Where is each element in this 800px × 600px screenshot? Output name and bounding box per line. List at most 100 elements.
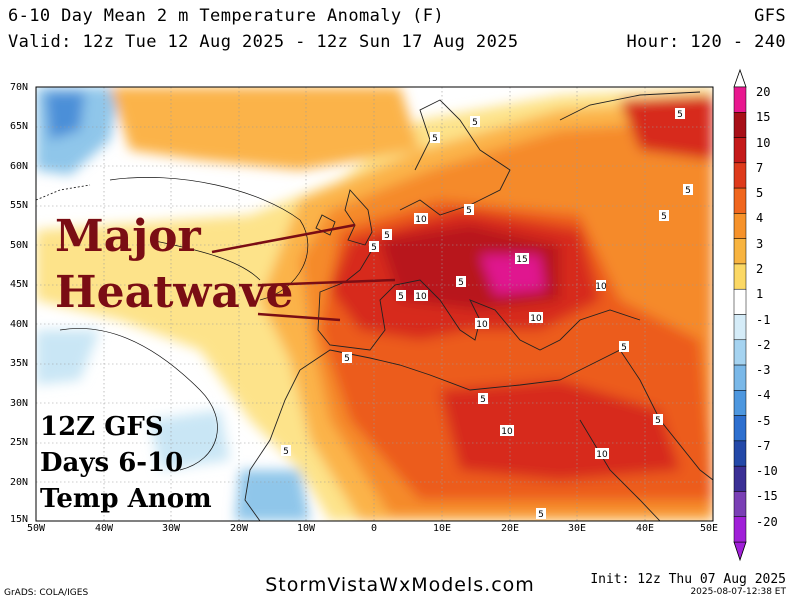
contour-label: 10 xyxy=(414,290,428,302)
zero-contours xyxy=(59,177,309,471)
cold-area-greenland xyxy=(45,92,85,140)
svg-text:5: 5 xyxy=(661,212,667,222)
contour-label: 5 xyxy=(470,116,480,128)
svg-text:5: 5 xyxy=(283,447,289,457)
warm-band-northatlantic xyxy=(110,87,420,170)
forecast-hours: Hour: 120 - 240 xyxy=(626,32,786,52)
contour-label: 5 xyxy=(382,229,392,241)
lon-label: 40E xyxy=(635,523,655,534)
lon-label: 20W xyxy=(229,523,249,534)
colorbar xyxy=(733,68,747,562)
lat-label: 40N xyxy=(10,319,29,330)
cool-area-atlantic-west xyxy=(36,330,100,385)
lon-label: 30E xyxy=(567,523,587,534)
contour-label: 10 xyxy=(500,425,514,437)
run-label-line2: Days 6-10 xyxy=(40,448,184,478)
colorbar-box xyxy=(733,137,747,164)
svg-text:5: 5 xyxy=(621,343,627,353)
colorbar-label: -15 xyxy=(756,489,778,504)
contour-label: 5 xyxy=(619,341,629,353)
colorbar-label: 7 xyxy=(756,160,764,175)
colorbar-box xyxy=(733,213,747,239)
lon-label: 40W xyxy=(94,523,114,534)
contour-label: 5 xyxy=(653,414,663,426)
lat-label: 50N xyxy=(10,240,29,251)
model-name: GFS xyxy=(754,6,786,26)
svg-text:10: 10 xyxy=(595,282,607,292)
colorbar-box xyxy=(733,516,747,543)
site-watermark: StormVistaWxModels.com xyxy=(265,574,535,596)
coast-red-sea xyxy=(579,419,661,521)
lon-label: 10W xyxy=(296,523,316,534)
svg-text:5: 5 xyxy=(685,186,691,196)
lon-label: 10E xyxy=(432,523,452,534)
colorbar-box xyxy=(733,390,747,416)
contour-label: 10 xyxy=(414,213,428,225)
coast-arctic xyxy=(559,91,701,121)
svg-text:5: 5 xyxy=(384,231,390,241)
svg-text:5: 5 xyxy=(432,134,438,144)
timestamp: 2025-08-07-12:38 ET xyxy=(690,587,786,597)
svg-text:5: 5 xyxy=(655,416,661,426)
contour-label: 5 xyxy=(396,290,406,302)
colorbar-label: -3 xyxy=(756,363,771,378)
colorbar-top-arrow xyxy=(733,68,747,88)
run-label-line1: 12Z GFS xyxy=(40,412,164,442)
arrow-to-britain xyxy=(211,223,356,254)
init-time: Init: 12z Thu 07 Aug 2025 xyxy=(590,572,786,587)
lat-label: 15N xyxy=(10,514,29,525)
lon-label: 30W xyxy=(161,523,181,534)
svg-text:5: 5 xyxy=(344,354,350,364)
colorbar-label: -4 xyxy=(756,388,771,403)
colorbar-box xyxy=(733,112,747,138)
lon-label: 50W xyxy=(26,523,46,534)
lat-label: 25N xyxy=(10,437,29,448)
contour-label: 5 xyxy=(464,204,474,216)
lat-label: 55N xyxy=(10,200,29,211)
colorbar-box xyxy=(733,339,747,366)
contour-label: 10 xyxy=(595,448,609,460)
colorbar-label: 15 xyxy=(756,110,771,125)
arrow-to-iberia xyxy=(257,312,341,322)
lon-label: 0 xyxy=(370,523,378,534)
svg-text:10: 10 xyxy=(530,314,542,324)
colorbar-box xyxy=(733,86,747,113)
contour-label: 5 xyxy=(369,241,379,253)
contour-label: 5 xyxy=(659,210,669,222)
colorbar-box xyxy=(733,288,747,315)
grads-credit: GrADS: COLA/IGES xyxy=(4,588,89,598)
svg-text:5: 5 xyxy=(472,118,478,128)
heatwave-label-line1: Major xyxy=(55,211,201,262)
lat-label: 30N xyxy=(10,398,29,409)
colorbar-box xyxy=(733,314,747,341)
contour-label: 15 xyxy=(515,253,529,265)
heatwave-arrows xyxy=(211,223,396,322)
coast-ireland xyxy=(315,214,336,236)
svg-text:10: 10 xyxy=(415,215,427,225)
coast-britain xyxy=(344,189,373,246)
colorbar-label: 4 xyxy=(756,211,764,226)
valid-period: Valid: 12z Tue 12 Aug 2025 - 12z Sun 17 … xyxy=(8,32,519,52)
contour-label: 5 xyxy=(430,132,440,144)
coast-scandinavia xyxy=(399,99,511,216)
colorbar-box xyxy=(733,238,747,265)
colorbar-label: -10 xyxy=(756,464,778,479)
colorbar-label: -5 xyxy=(756,413,771,428)
lat-label: 45N xyxy=(10,279,29,290)
arrow-to-france xyxy=(261,278,396,287)
cool-area-subtropical-atlantic xyxy=(150,410,230,470)
coast-greenland xyxy=(36,184,91,201)
svg-text:15: 15 xyxy=(516,255,527,265)
svg-text:10: 10 xyxy=(476,320,488,330)
svg-text:5: 5 xyxy=(466,206,472,216)
lat-label: 60N xyxy=(10,161,29,172)
contour-label: 5 xyxy=(675,108,685,120)
contour-labels: 5 5 5 10 5 5 5 10 15 5 10 5 10 10 5 5 10… xyxy=(281,108,693,520)
colorbar-box xyxy=(733,491,747,517)
colorbar-label: 3 xyxy=(756,236,764,251)
lon-label: 50E xyxy=(699,523,719,534)
colorbar-box xyxy=(733,415,747,442)
colorbar-label: -2 xyxy=(756,337,771,352)
anomaly-field xyxy=(36,87,713,521)
colorbar-label: -20 xyxy=(756,514,778,529)
